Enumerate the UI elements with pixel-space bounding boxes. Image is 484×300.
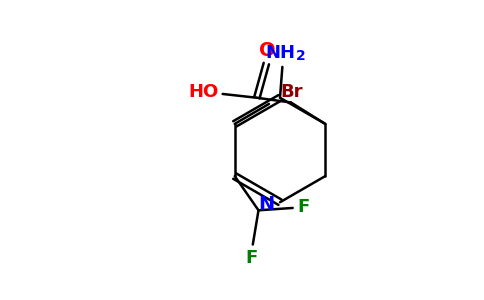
Text: Br: Br (281, 83, 303, 101)
Text: N: N (258, 195, 275, 214)
Text: F: F (297, 198, 309, 216)
Text: NH: NH (265, 44, 295, 62)
Text: HO: HO (189, 82, 219, 100)
Text: F: F (246, 249, 258, 267)
Text: 2: 2 (296, 50, 305, 63)
Text: O: O (259, 41, 276, 60)
